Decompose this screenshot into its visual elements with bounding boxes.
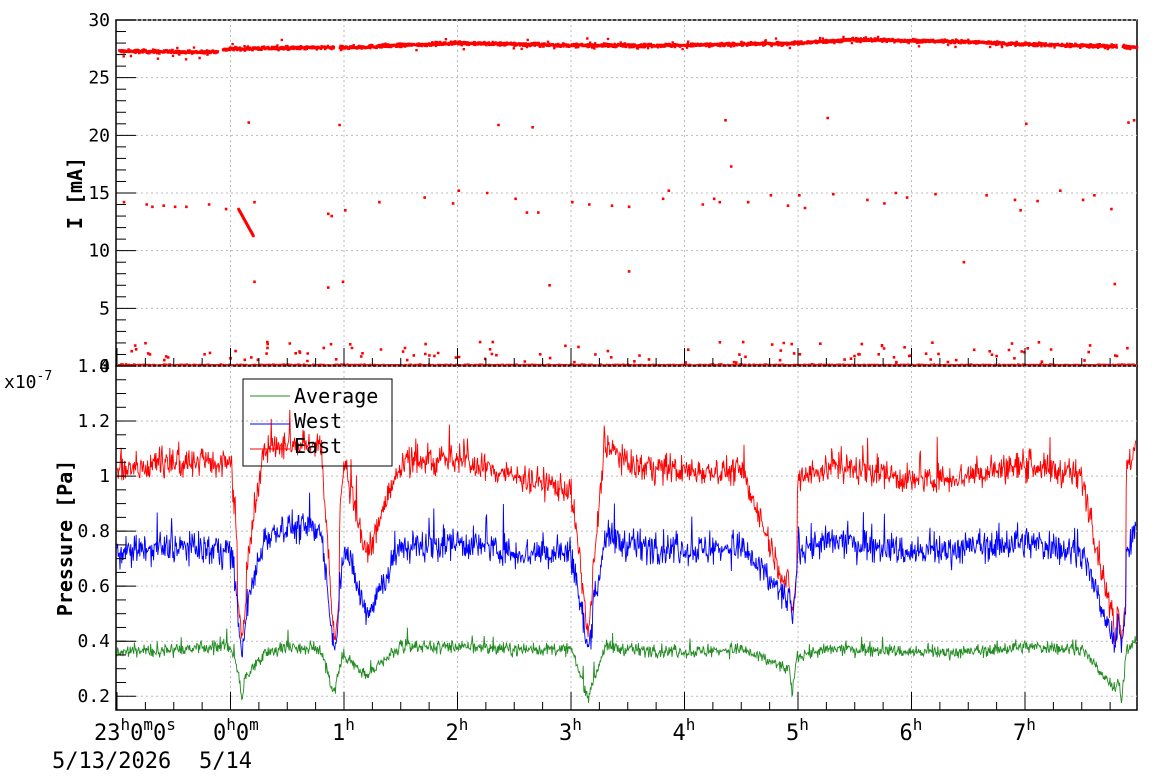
current-panel: 0 5 10 15 20 25 30 I [mA]	[63, 10, 1139, 377]
y-tick-label: 30	[88, 10, 110, 31]
legend-label-average: Average	[294, 384, 378, 408]
pressure-panel: 0.20.40.60.811.21.4 Pressure [Pa] x10-7 …	[4, 356, 1138, 711]
hour-label: 6h	[900, 715, 923, 746]
pressure-data-lines	[116, 409, 1137, 704]
y-tick-label: 1.2	[77, 411, 110, 432]
date-label-start: 5/13/2026	[52, 749, 171, 774]
current-zero-points	[118, 340, 1138, 367]
current-y-axis-title: I [mA]	[63, 157, 87, 229]
y-tick-label: 0	[99, 356, 110, 377]
hour-label: 5h	[786, 715, 809, 746]
legend: Average West East	[242, 378, 393, 467]
legend-entry-east: East	[250, 434, 342, 458]
hour-label: 4h	[673, 715, 696, 746]
time-axis-labels: 23h0m0s 0h0m 1h 2h 3h 4h 5h 6h 7h 5/13/2026 5/…	[52, 715, 1036, 774]
hour-label: 2h	[446, 715, 469, 746]
y-tick-label: 25	[88, 68, 110, 89]
y-tick-label: 1.4	[77, 356, 110, 377]
hour-labels: 1h 2h 3h 4h 5h 6h 7h	[332, 715, 1036, 746]
y-tick-label: 5	[99, 298, 110, 319]
hour-label: 7h	[1013, 715, 1036, 746]
hour-label: 1h	[332, 715, 355, 746]
legend-entry-average: Average	[250, 384, 378, 408]
current-main-band	[118, 35, 1139, 61]
y-tick-label: 0.6	[77, 576, 110, 597]
legend-entry-west: West	[250, 409, 342, 433]
time-x-ticks	[116, 348, 1111, 710]
hour-label: 3h	[559, 715, 582, 746]
pressure-y-ticks: 0.2 0.4 0.6 0.8 1 1.2 1.4	[77, 356, 136, 707]
pressure-line-west	[116, 492, 1137, 658]
current-data-points	[118, 35, 1139, 367]
pressure-y-scale-factor: x10-7	[4, 369, 52, 393]
y-tick-label: 10	[88, 241, 110, 262]
pressure-line-average	[116, 627, 1137, 704]
y-tick-label: 1	[99, 466, 110, 487]
y-tick-label: 0.8	[77, 521, 110, 542]
legend-label-west: West	[294, 409, 342, 433]
pressure-y-axis-title: Pressure [Pa]	[53, 460, 77, 617]
y-tick-label: 20	[88, 125, 110, 146]
date-label-midnight: 5/14	[199, 749, 252, 774]
y-tick-label: 15	[88, 183, 110, 204]
legend-label-east: East	[294, 434, 342, 458]
y-tick-label: 0.2	[77, 686, 110, 707]
legend-box	[242, 378, 393, 467]
y-tick-label: 0.4	[77, 631, 110, 652]
pressure-line-east	[116, 409, 1137, 647]
time-label-midnight: 0h0m	[213, 715, 259, 746]
time-label-start: 23h0m0s	[94, 715, 176, 746]
